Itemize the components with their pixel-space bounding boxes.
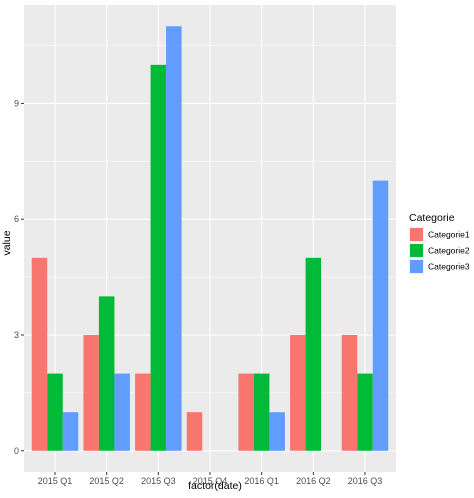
bar-categorie2-2016-q3 xyxy=(357,373,373,451)
bar-categorie1-2016-q2 xyxy=(290,334,306,451)
x-tick-label: 2016 Q1 xyxy=(244,476,279,486)
axis-ticks: 0 3 6 9 2015 Q1 2015 Q2 2015 Q3 2015 Q4 2016 Q1 2… xyxy=(14,98,382,486)
bar-categorie1-2016-q1 xyxy=(238,373,254,451)
x-tick-label: 2015 Q4 xyxy=(193,476,228,486)
bar-categorie3-2015-q2 xyxy=(114,373,130,451)
bar-categorie1-2015-q3 xyxy=(135,373,151,451)
x-tick-label: 2016 Q3 xyxy=(348,476,383,486)
bar-categorie3-2015-q3 xyxy=(166,26,182,451)
legend-swatch-categorie2 xyxy=(410,244,423,257)
bar-categorie2-2016-q1 xyxy=(253,373,270,451)
y-tick-label: 9 xyxy=(14,98,19,108)
bar-categorie2-2015-q2 xyxy=(98,296,115,451)
bar-categorie3-2015-q1 xyxy=(62,412,79,451)
bar-categorie2-2015-q1 xyxy=(47,373,63,451)
y-tick-label: 0 xyxy=(14,446,19,456)
x-tick-label: 2015 Q3 xyxy=(141,476,176,486)
bars xyxy=(31,26,389,451)
legend: Categorie Categorie1 Categorie2 Categorie3 xyxy=(409,212,470,274)
x-axis-title: factor(date) xyxy=(188,480,242,492)
y-tick-label: 6 xyxy=(14,214,19,224)
x-tick-label: 2016 Q2 xyxy=(296,476,331,486)
bar-categorie2-2015-q3 xyxy=(150,64,167,451)
legend-label-categorie3: Categorie3 xyxy=(428,262,470,272)
bar-categorie3-2016-q1 xyxy=(269,412,285,451)
bar-categorie1-2015-q1 xyxy=(31,257,48,451)
legend-label-categorie1: Categorie1 xyxy=(428,230,470,240)
bar-categorie1-2015-q4 xyxy=(186,412,203,451)
x-tick-label: 2015 Q1 xyxy=(38,476,73,486)
legend-swatch-categorie1 xyxy=(410,228,423,241)
legend-label-categorie2: Categorie2 xyxy=(428,246,470,256)
x-tick-label: 2015 Q2 xyxy=(89,476,124,486)
bar-categorie1-2015-q2 xyxy=(83,334,99,451)
y-tick-label: 3 xyxy=(14,330,19,340)
legend-title: Categorie xyxy=(409,212,455,224)
y-axis-title: value xyxy=(1,230,13,255)
bar-categorie2-2016-q2 xyxy=(305,257,322,451)
bar-categorie1-2016-q3 xyxy=(341,334,358,451)
bar-categorie3-2016-q3 xyxy=(372,180,389,451)
legend-swatch-categorie3 xyxy=(410,260,423,273)
